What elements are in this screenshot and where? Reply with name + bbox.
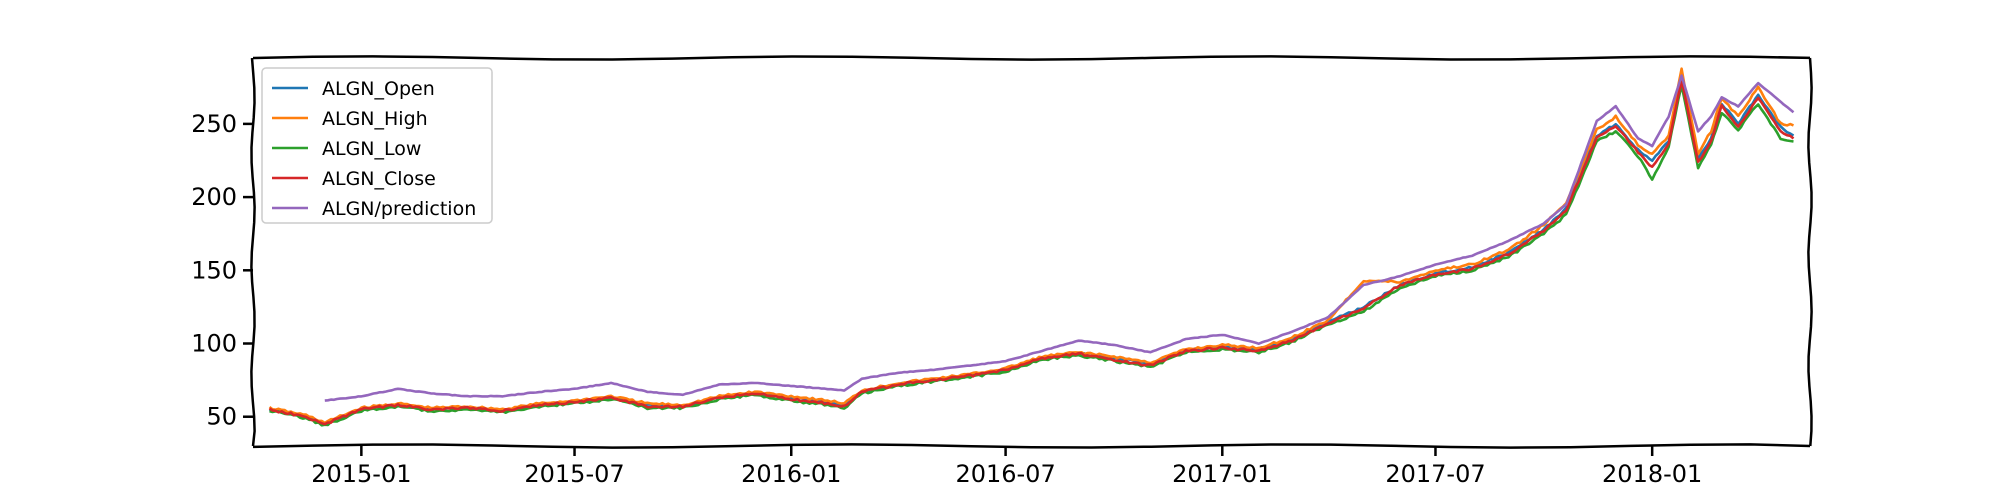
x-tick-label: 2016-07	[955, 460, 1055, 488]
x-tick-label: 2016-01	[741, 460, 841, 488]
legend-label: ALGN_Close	[322, 168, 436, 190]
legend: ALGN_Open ALGN_High ALGN_Low ALGN_Close ALGN…	[261, 67, 493, 224]
y-tick-label: 200	[191, 183, 237, 211]
x-tick-label: 2015-07	[524, 460, 624, 488]
plot-frame	[250, 55, 1813, 449]
legend-label: ALGN_Low	[322, 138, 421, 160]
y-tick-label: 100	[191, 330, 237, 358]
y-axis-ticks: 50 100 150 200 250	[191, 110, 253, 431]
legend-label: ALGN/prediction	[322, 198, 476, 220]
legend-box	[261, 67, 493, 224]
series-line	[269, 84, 1794, 427]
legend-label: ALGN_High	[322, 108, 428, 130]
series-line	[324, 74, 1795, 402]
series-layer	[268, 67, 1795, 427]
x-tick-label: 2017-01	[1172, 460, 1272, 488]
x-tick-label: 2018-01	[1602, 460, 1702, 488]
x-tick-label: 2015-01	[311, 460, 411, 488]
series-line	[268, 79, 1795, 426]
y-tick-label: 50	[206, 403, 237, 431]
series-line	[269, 74, 1795, 425]
series-line	[268, 67, 1794, 425]
x-axis-ticks: 2015-01 2015-07 2016-01 2016-07 2017-01 2017-…	[311, 446, 1702, 488]
y-tick-label: 150	[191, 256, 237, 284]
x-tick-label: 2017-07	[1385, 460, 1485, 488]
legend-label: ALGN_Open	[322, 78, 435, 100]
y-tick-label: 250	[191, 110, 237, 138]
